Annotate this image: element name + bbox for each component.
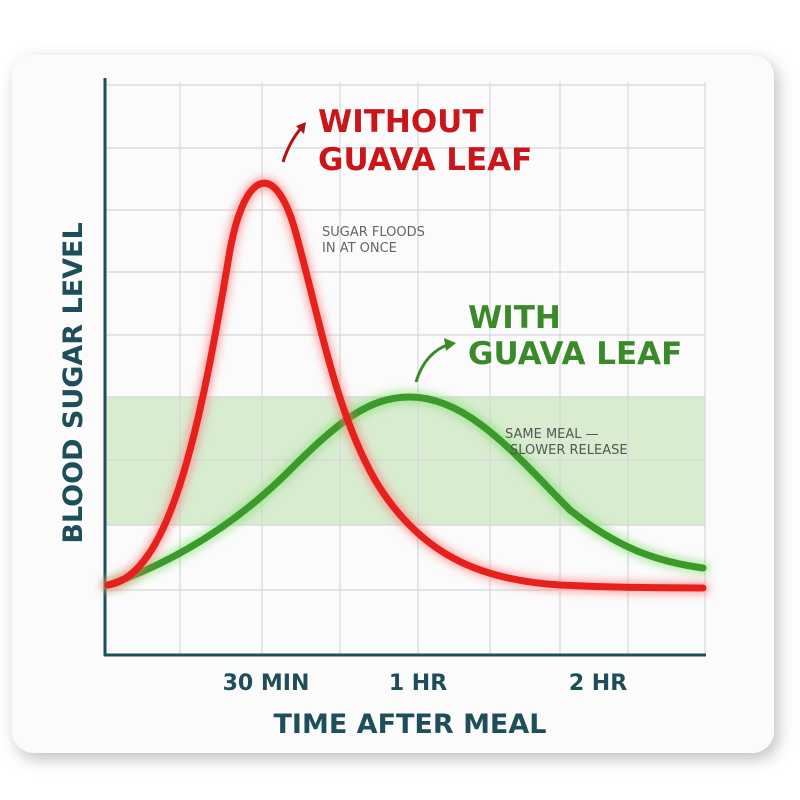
label: GUAVA LEAF bbox=[468, 336, 682, 372]
x-tick-label: 2 HR bbox=[569, 671, 627, 696]
arrow-head bbox=[444, 338, 456, 351]
note: IN AT ONCE bbox=[322, 241, 397, 256]
note: SAME MEAL — bbox=[505, 427, 599, 442]
arrow-head bbox=[296, 122, 306, 134]
grid bbox=[105, 82, 706, 655]
label: WITHOUT bbox=[318, 104, 484, 140]
x-axis-title: TIME AFTER MEAL bbox=[274, 709, 547, 740]
curve-with bbox=[101, 389, 710, 592]
x-tick-label: 30 MIN bbox=[223, 671, 310, 696]
note: SLOWER RELEASE bbox=[510, 443, 628, 458]
label: WITH bbox=[468, 300, 561, 336]
curve-without bbox=[101, 176, 710, 595]
note: SUGAR FLOODS bbox=[322, 225, 425, 240]
label: GUAVA LEAF bbox=[318, 142, 532, 178]
axes bbox=[103, 78, 706, 657]
y-axis-title: BLOOD SUGAR LEVEL bbox=[58, 222, 89, 543]
x-tick-label: 1 HR bbox=[389, 671, 447, 696]
